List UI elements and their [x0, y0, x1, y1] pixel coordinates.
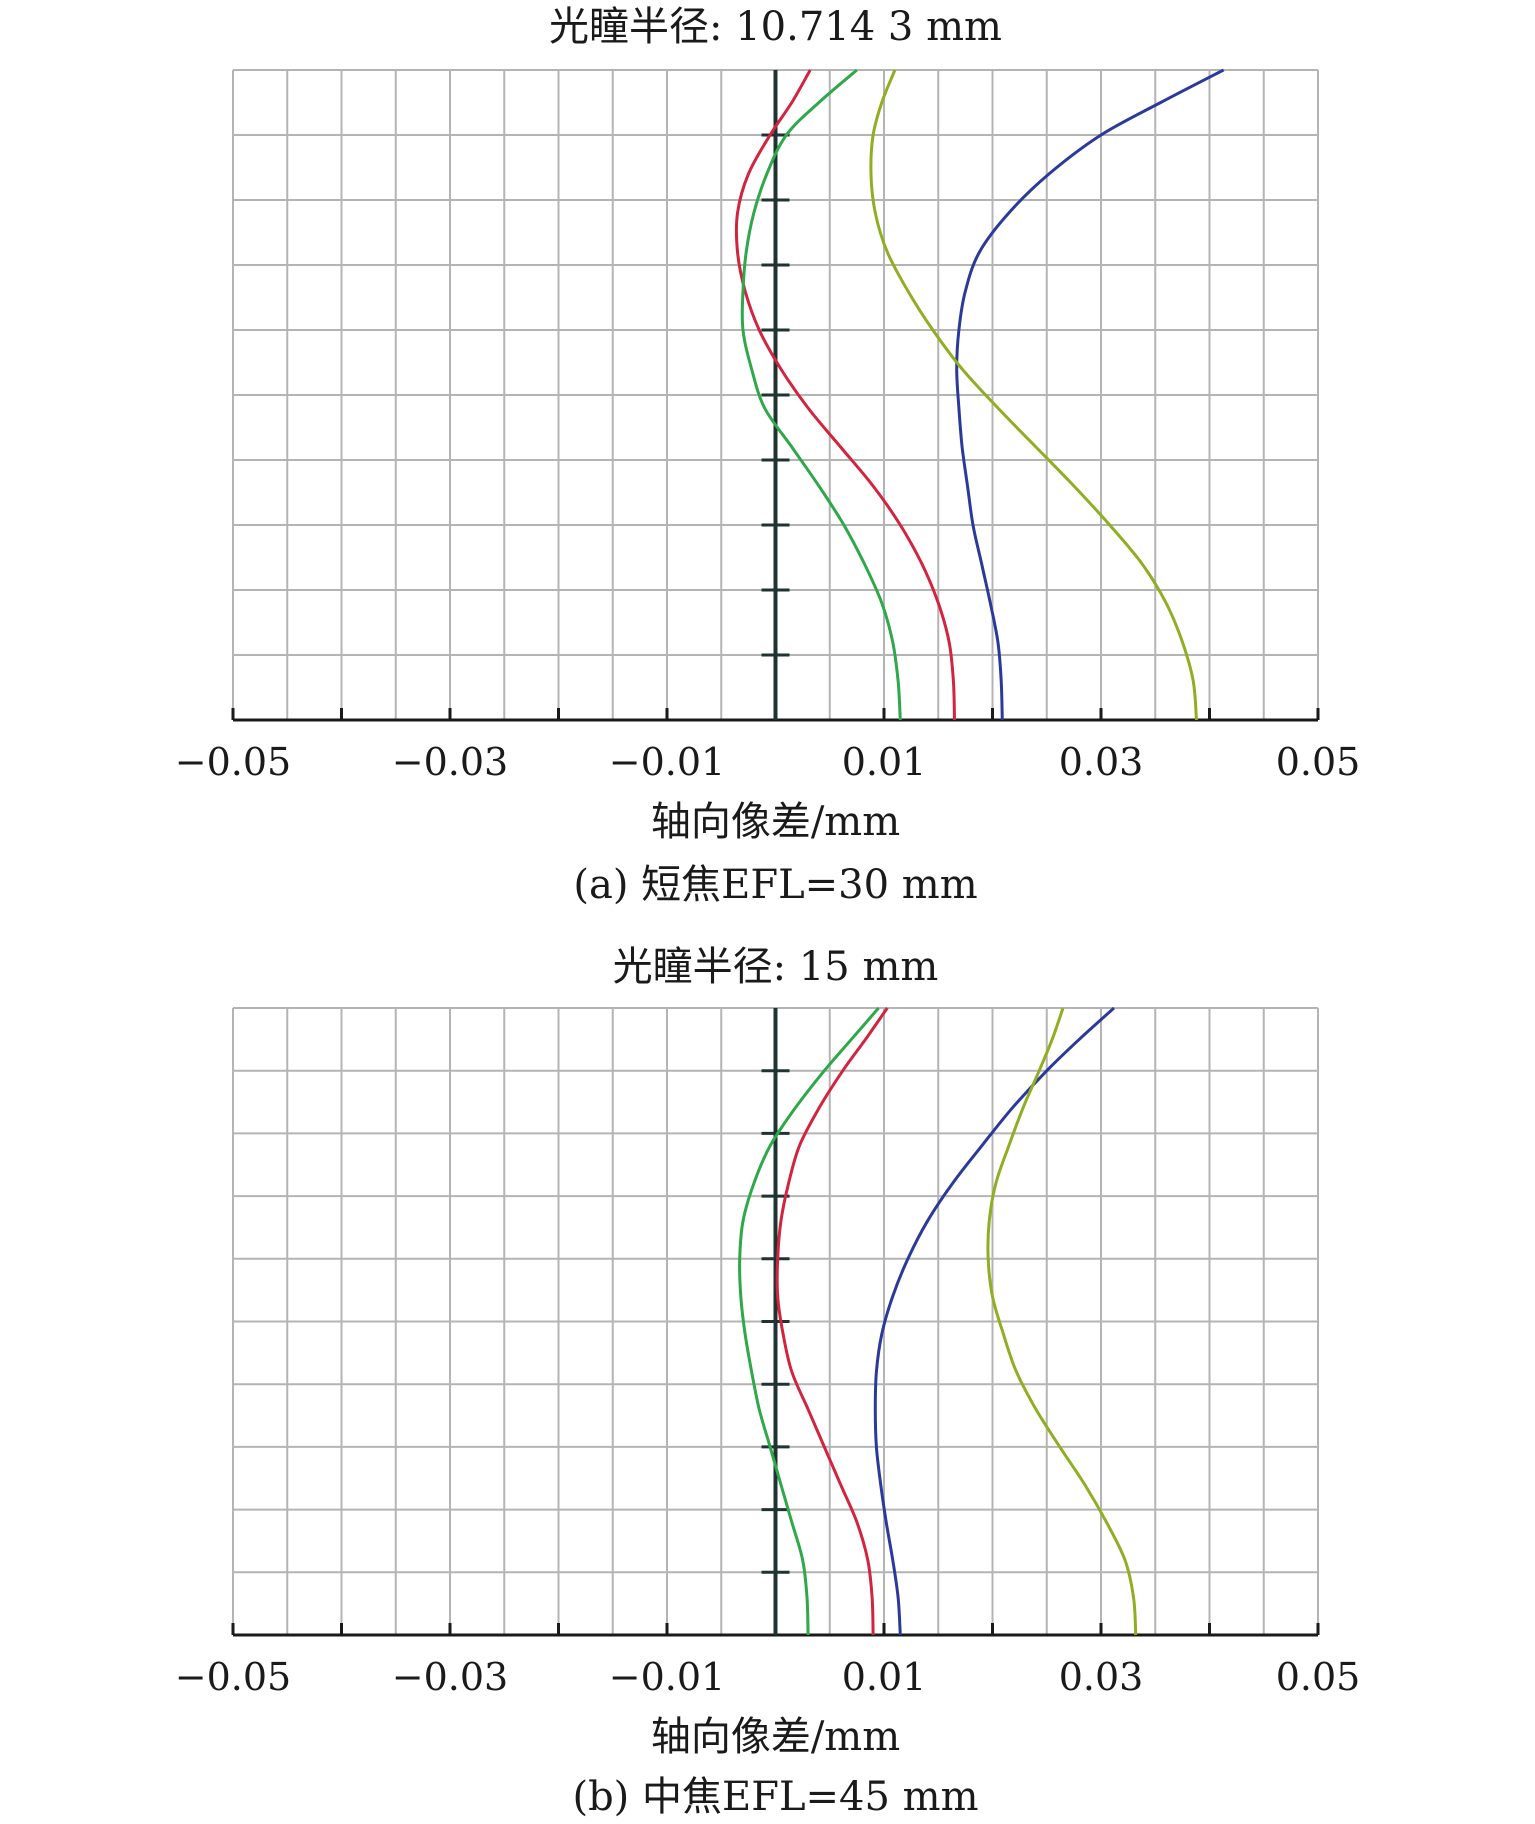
x-tick-label: 0.03	[1059, 740, 1144, 784]
series-line-3	[986, 1007, 1138, 1636]
series-line-1	[775, 1007, 889, 1636]
x-axis-label: 轴向像差/mm	[651, 1714, 900, 1760]
x-tick-label: −0.03	[392, 1655, 508, 1699]
x-tick-label: −0.03	[392, 740, 508, 784]
series-line-2	[738, 1007, 880, 1636]
series-line-0	[873, 1006, 1116, 1636]
chart-panel-a: 光瞳半径: 10.714 3 mm −0.05 −0.03 −0.01 0.01 0.03…	[175, 4, 1361, 908]
x-tick-label: −0.01	[609, 1655, 725, 1699]
x-tick-label: −0.01	[609, 740, 725, 784]
x-tick-label: −0.05	[175, 1655, 291, 1699]
series-line-1	[734, 69, 956, 721]
x-tick-label: 0.05	[1276, 1655, 1361, 1699]
x-tick-label: −0.05	[175, 740, 291, 784]
chart-title: 光瞳半径: 10.714 3 mm	[549, 4, 1002, 50]
chart-title: 光瞳半径: 15 mm	[613, 944, 939, 990]
series-line-0	[955, 68, 1225, 721]
x-axis-label: 轴向像差/mm	[651, 799, 900, 845]
series-line-3	[869, 69, 1198, 721]
x-tick-label: 0.01	[842, 1655, 927, 1699]
x-tick-label: 0.05	[1276, 740, 1361, 784]
panel-caption: (b) 中焦EFL=45 mm	[572, 1774, 978, 1820]
chart-panel-b: 光瞳半径: 15 mm −0.05 −0.03 −0.01 0.01 0.03 0.05 轴向…	[175, 944, 1361, 1820]
x-tick-label: 0.01	[842, 740, 927, 784]
x-tick-label: 0.03	[1059, 1655, 1144, 1699]
panel-caption: (a) 短焦EFL=30 mm	[573, 862, 977, 908]
series-line-2	[740, 68, 902, 721]
